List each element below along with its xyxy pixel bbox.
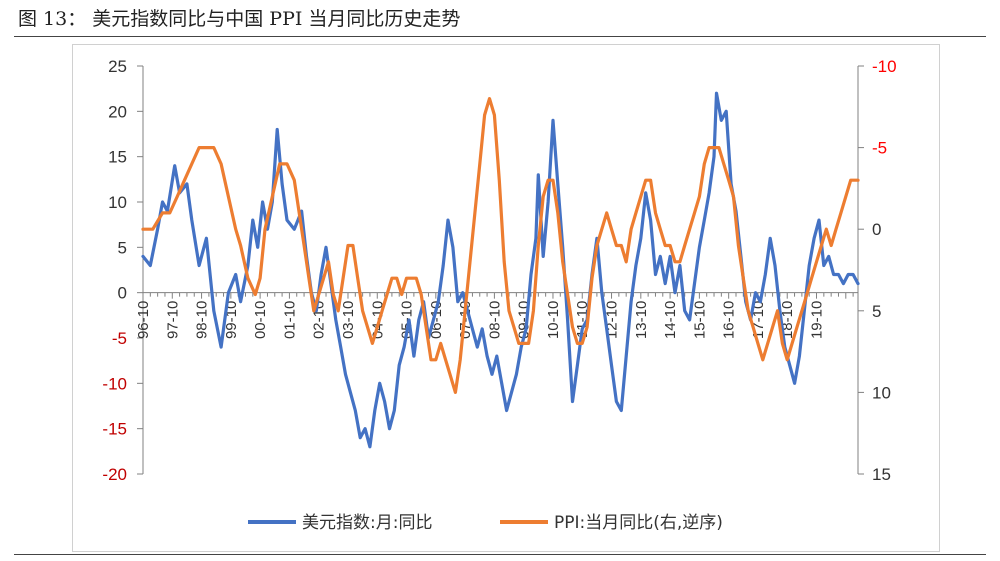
series-line-dxy [141,91,860,449]
x-tick-label: 00-10 [252,301,269,339]
series-line-ppi [141,97,860,394]
legend-label-dxy: 美元指数:月:同比 [302,513,432,533]
y-right-tick-label: -5 [872,139,887,158]
x-tick-label: 01-10 [281,301,298,339]
x-tick-label: 16-10 [721,301,738,339]
y-left-tick-label: 20 [108,102,127,121]
legend-label-ppi: PPI:当月同比(右,逆序) [554,513,723,533]
y-right-tick-label: 0 [872,220,881,239]
y-left-tick-label: -20 [102,465,127,484]
y-left-tick-label: -5 [112,329,127,348]
x-tick-label: 08-10 [486,301,503,339]
y-left-tick-label: 0 [118,284,127,303]
x-tick-label: 96-10 [135,301,152,339]
y-left-tick-label: -15 [102,420,127,439]
y-left-tick-label: 10 [108,193,127,212]
chart-frame [72,44,940,552]
top-rule [14,36,986,37]
x-tick-label: 98-10 [194,301,211,339]
x-tick-label: 15-10 [691,301,708,339]
x-tick-label: 14-10 [662,301,679,339]
x-tick-label: 97-10 [164,301,181,339]
y-right-tick-label: 10 [872,383,891,402]
y-left-tick-label: 5 [118,238,127,257]
y-left-tick-label: -10 [102,374,127,393]
x-tick-label: 03-10 [340,301,357,339]
x-tick-label: 13-10 [633,301,650,339]
y-left-tick-label: 15 [108,148,127,167]
x-tick-label: 19-10 [809,301,826,339]
y-right-tick-label: 15 [872,465,891,484]
x-tick-label: 10-10 [545,301,562,339]
figure-title: 图 13： 美元指数同比与中国 PPI 当月同比历史走势 [18,8,461,30]
y-right-tick-label: -10 [872,57,897,76]
bottom-rule [14,554,986,555]
y-left-tick-label: 25 [108,57,127,76]
y-right-tick-label: 5 [872,302,881,321]
